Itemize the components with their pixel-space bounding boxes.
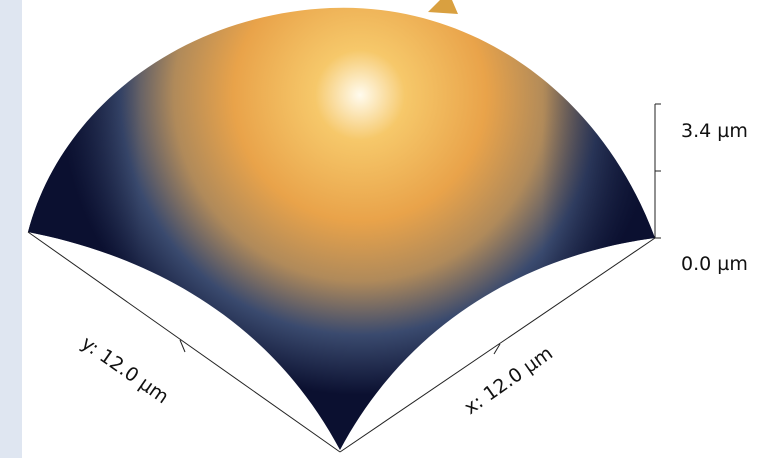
base-edge-right <box>339 237 656 453</box>
x-axis-mid-tick <box>493 343 501 355</box>
x-axis-label: x: 12.0 µm <box>460 342 557 419</box>
z-tick-label-top: 3.4 µm <box>681 120 748 142</box>
base-edge-left <box>27 231 341 453</box>
surface-spike <box>428 0 458 14</box>
y-axis-mid-tick <box>179 339 186 353</box>
z-tick-label-bottom: 0.0 µm <box>681 253 748 275</box>
y-axis-label: y: 12.0 µm <box>77 332 173 408</box>
surface-edge-shading <box>28 7 655 451</box>
left-sidebar-strip <box>0 0 22 458</box>
